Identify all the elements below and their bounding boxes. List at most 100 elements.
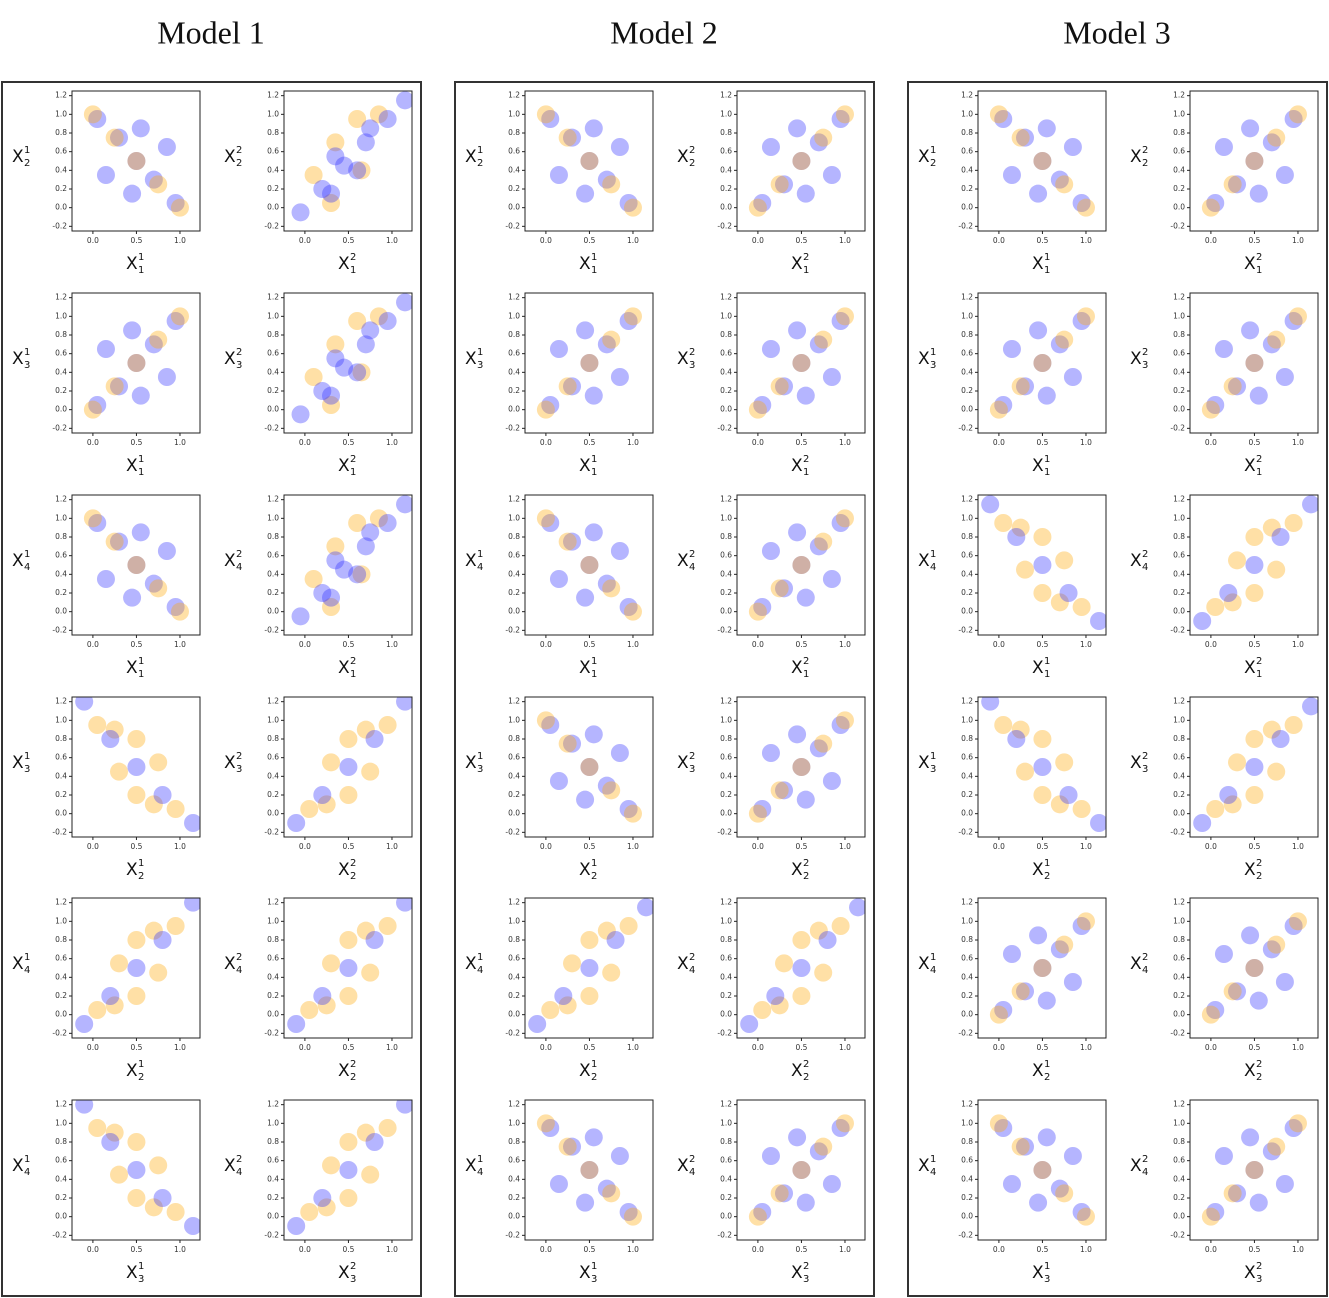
scatter-point [549, 772, 568, 790]
x-tick-label: 1.0 [627, 236, 639, 245]
scatter-point [361, 1165, 380, 1184]
axis-label-sup: 2 [1256, 252, 1262, 263]
scatter-point [809, 133, 828, 152]
x-tick-label: 0.0 [87, 842, 99, 851]
axis-label: X [126, 254, 138, 274]
axis-label-sup: 2 [350, 656, 356, 667]
axis-label-sup: 2 [350, 252, 356, 263]
axis-label-sub: 3 [1256, 1274, 1262, 1285]
scatter-plot [989, 1114, 1095, 1226]
y-tick-label: -0.2 [1170, 625, 1185, 634]
scatter-point [822, 1175, 841, 1193]
axis-label-sup: 1 [477, 549, 483, 560]
y-tick-label: 0.6 [1173, 753, 1185, 762]
y-tick-label: 0.0 [55, 1010, 67, 1019]
y-tick-label: 0.0 [961, 203, 973, 212]
y-tick-label: 0.6 [961, 147, 973, 156]
y-tick-label: 0.4 [267, 165, 279, 174]
x-tick-label: 0.0 [87, 438, 99, 447]
scatter-point [1063, 1147, 1082, 1165]
y-tick-label: 0.0 [55, 1212, 67, 1221]
scatter-point [831, 110, 850, 128]
scatter-point [101, 730, 120, 748]
scatter-point [580, 1161, 599, 1179]
scatter-point [831, 514, 850, 532]
scatter-point [322, 396, 341, 414]
x-tick-label: 0.0 [993, 1043, 1005, 1052]
y-tick-label: 0.2 [55, 184, 67, 193]
x-tick-label: 0.5 [342, 236, 354, 245]
y-tick-label: 1.0 [55, 513, 67, 522]
scatter-point [335, 358, 354, 377]
scatter-point [83, 105, 102, 124]
axis-label: X [677, 147, 689, 167]
scatter-point [157, 138, 176, 156]
x-tick-label: 1.0 [627, 1043, 639, 1052]
x-tick-label: 0.5 [130, 1245, 142, 1254]
scatter-point [1271, 528, 1290, 546]
y-tick-label: 0.0 [55, 405, 67, 414]
scatter-point [1029, 184, 1048, 203]
y-tick-label: -0.2 [52, 1230, 67, 1239]
scatter-point [1055, 753, 1074, 772]
y-tick-label: 1.0 [1173, 715, 1185, 724]
y-tick-label: 0.2 [720, 1193, 732, 1202]
axis-label-sub: 1 [350, 265, 356, 276]
axis-label-sup: 2 [1256, 858, 1262, 869]
y-tick-label: 0.6 [720, 1156, 732, 1165]
y-tick-label: 1.0 [720, 109, 732, 118]
scatter-point [753, 800, 772, 818]
scatter-point [989, 400, 1008, 419]
axis-label-sup: 1 [591, 1059, 597, 1070]
scatter-point [396, 898, 412, 912]
axis-label-sup: 2 [803, 1261, 809, 1272]
scatter-point [1206, 598, 1225, 616]
x-tick-label: 0.0 [993, 1245, 1005, 1254]
x-tick-label: 0.0 [1205, 1043, 1217, 1052]
scatter-point [1072, 312, 1091, 330]
y-tick-label: 1.0 [720, 715, 732, 724]
y-tick-label: 0.6 [55, 954, 67, 963]
x-tick-label: 0.0 [1205, 842, 1217, 851]
x-tick-label: 0.0 [1205, 236, 1217, 245]
axis-label: X [338, 658, 350, 678]
axis-label-sub: 1 [803, 467, 809, 478]
y-tick-label: 1.2 [55, 697, 67, 706]
x-tick-label: 0.5 [1036, 236, 1048, 245]
axis-label-sup: 1 [24, 1154, 30, 1165]
y-tick-label: -0.2 [1170, 423, 1185, 432]
y-tick-label: 1.0 [720, 513, 732, 522]
scatter-point [326, 537, 345, 556]
y-tick-label: 0.2 [508, 184, 520, 193]
x-tick-label: 0.0 [540, 640, 552, 649]
scatter-plot [1193, 697, 1318, 832]
y-tick-label: 0.8 [508, 1137, 520, 1146]
x-tick-label: 0.5 [583, 1043, 595, 1052]
axis-label-sub: 3 [1142, 764, 1148, 775]
x-tick-label: 1.0 [839, 1043, 851, 1052]
scatter-point [378, 110, 397, 128]
y-tick-label: 0.2 [508, 991, 520, 1000]
scatter-point [369, 105, 388, 124]
y-tick-label: 0.2 [961, 790, 973, 799]
scatter-point [536, 1114, 555, 1133]
axis-label: X [1244, 860, 1256, 880]
x-tick-label: 0.0 [87, 236, 99, 245]
scatter-point [619, 598, 638, 616]
scatter-point [584, 119, 603, 138]
scatter-point [623, 1207, 642, 1226]
scatter-point [619, 312, 638, 330]
scatter-point [1050, 593, 1069, 612]
scatter-point [149, 175, 168, 194]
y-tick-label: 0.8 [1173, 532, 1185, 541]
y-tick-label: 0.2 [267, 588, 279, 597]
scatter-point [1016, 982, 1035, 1001]
scatter-point [748, 602, 767, 621]
axis-label: X [677, 954, 689, 974]
y-tick-label: 1.0 [267, 513, 279, 522]
y-tick-label: 0.4 [961, 569, 973, 578]
scatter-point [602, 781, 621, 800]
y-tick-label: 0.6 [267, 1156, 279, 1165]
axis-label-sup: 1 [24, 549, 30, 560]
axis-label: X [1032, 860, 1044, 880]
